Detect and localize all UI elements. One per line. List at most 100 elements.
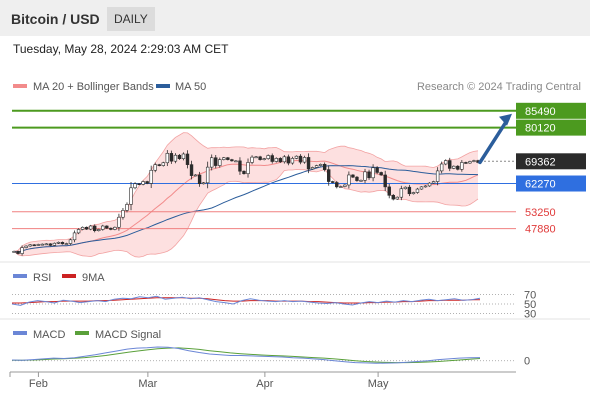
candle-body <box>444 160 448 165</box>
candle-body <box>282 156 287 163</box>
candle-body <box>318 164 323 166</box>
x-tick-label: Mar <box>138 378 157 390</box>
candle-body <box>32 244 36 247</box>
candle-body <box>189 164 194 176</box>
resistance-label-box-1 <box>516 119 586 136</box>
ma50-legend-label: MA 50 <box>175 81 206 93</box>
candle-body <box>109 227 113 230</box>
candle-body <box>355 176 359 181</box>
candle-body <box>80 226 85 230</box>
candle-body <box>250 156 254 163</box>
macd-tick-label: 0 <box>524 356 530 368</box>
resistance-label-1: 80120 <box>525 123 556 135</box>
candle-body <box>88 225 93 230</box>
candle-body <box>439 163 444 172</box>
candle-body <box>448 160 452 169</box>
candle-body <box>157 164 161 166</box>
candle-body <box>460 162 464 170</box>
candle-body <box>165 153 170 164</box>
candle-body <box>40 243 44 246</box>
macd-signal-legend-swatch <box>75 331 89 335</box>
x-tick-label: Apr <box>256 378 273 390</box>
candle-body <box>435 170 440 182</box>
candle-body <box>379 172 383 176</box>
candle-body <box>266 155 270 159</box>
candle-body <box>222 157 226 160</box>
candle-body <box>423 185 428 188</box>
pivot-label-box-3 <box>516 175 586 192</box>
candle-body <box>218 159 222 166</box>
timeframe-badge[interactable]: DAILY <box>107 7 155 31</box>
resistance-label-0: 85490 <box>525 106 556 118</box>
macd-legend-label: MACD <box>33 329 65 341</box>
ma20-legend-swatch <box>13 84 27 88</box>
candle-body <box>101 225 105 230</box>
candle-body <box>113 226 117 230</box>
bollinger-band-area <box>14 132 478 258</box>
candle-body <box>431 181 436 184</box>
candle-body <box>258 156 262 160</box>
candle-body <box>452 165 456 169</box>
candle-body <box>16 251 20 254</box>
candle-body <box>456 165 460 170</box>
candle-body <box>270 155 274 162</box>
rsi-legend-swatch <box>13 274 27 278</box>
candle-body <box>149 169 153 184</box>
source-credit: Research © 2024 Trading Central <box>417 81 581 93</box>
x-tick-label: May <box>368 378 389 390</box>
pivot-label-3: 62270 <box>525 179 556 191</box>
candle-body <box>137 183 141 186</box>
bollinger-upper-line <box>13 132 479 252</box>
projection-arrow-line <box>478 117 510 165</box>
rsi-legend-label: RSI <box>33 272 51 284</box>
candle-body <box>411 192 416 195</box>
candle-body <box>343 184 347 187</box>
candle-body <box>205 166 210 184</box>
candle-body <box>286 156 291 164</box>
candle-body <box>383 174 387 188</box>
candle-body <box>193 174 198 177</box>
candle-body <box>339 186 343 188</box>
candle-body <box>177 154 182 159</box>
support-label-4: 53250 <box>525 207 556 219</box>
candle-body <box>185 153 190 165</box>
candle-body <box>242 170 246 175</box>
candle-body <box>141 181 145 185</box>
candle-body <box>234 160 238 163</box>
resistance-label-box-0 <box>516 102 586 119</box>
bollinger-lower-line <box>13 169 479 258</box>
candle-body <box>246 162 250 175</box>
candle-body <box>28 244 32 247</box>
candle-body <box>472 160 476 162</box>
candle-body <box>145 181 149 184</box>
rsi-line <box>11 295 481 306</box>
candle-body <box>97 229 101 232</box>
candle-body <box>72 232 77 241</box>
candle-body <box>93 225 97 232</box>
candle-body <box>76 229 81 234</box>
rsi-tick-label: 30 <box>524 309 536 321</box>
candle-body <box>230 159 234 162</box>
candle-body <box>363 171 367 181</box>
candle-body <box>419 186 424 190</box>
candle-body <box>335 182 339 188</box>
candle-body <box>427 182 432 187</box>
candle-body <box>274 158 278 162</box>
candle-body <box>399 188 404 198</box>
projection-arrow-head <box>499 113 512 126</box>
candle-body <box>387 186 391 196</box>
macd-signal-legend-label: MACD Signal <box>95 329 161 341</box>
candle-body <box>105 225 109 229</box>
candle-body <box>60 241 65 245</box>
rsi-ma-legend-swatch <box>62 274 76 278</box>
candle-body <box>464 162 468 164</box>
candle-body <box>210 157 214 168</box>
header-bar: Bitcoin / USD DAILY <box>0 0 590 36</box>
x-tick-label: Feb <box>29 378 48 390</box>
candle-body <box>310 167 315 170</box>
candle-body <box>64 243 69 245</box>
support-label-5: 47880 <box>525 224 556 236</box>
candle-body <box>24 245 28 248</box>
candle-body <box>278 158 282 163</box>
candle-body <box>391 195 395 200</box>
